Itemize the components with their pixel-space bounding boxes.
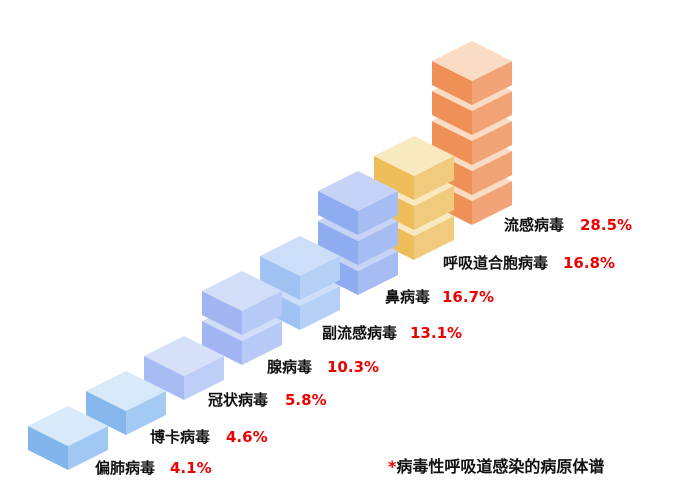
cube-face	[68, 426, 108, 470]
cube-face	[300, 256, 340, 300]
cube-face	[358, 191, 398, 235]
cube-face	[432, 91, 472, 135]
cube-face	[318, 191, 358, 235]
cube-face	[202, 271, 282, 311]
cube-face	[144, 336, 224, 376]
cube-stack	[86, 371, 166, 435]
series-value-label: 28.5%	[580, 216, 633, 234]
cube-face	[260, 256, 300, 300]
cube-face	[86, 371, 166, 411]
cube-face	[242, 321, 282, 365]
cube-face	[414, 186, 454, 230]
cube-face	[414, 156, 454, 200]
cube-face	[28, 406, 108, 446]
cube-face	[318, 171, 398, 211]
cube-face	[472, 181, 512, 225]
series-name-label: 流感病毒	[504, 216, 565, 234]
cube-face	[432, 41, 512, 81]
cube-face	[358, 251, 398, 295]
cube-face	[432, 61, 472, 105]
footnote-text: 病毒性呼吸道感染的病原体谱	[396, 457, 605, 476]
series-name-label: 博卡病毒	[150, 428, 211, 446]
cube-face	[242, 291, 282, 335]
cube-face	[300, 286, 340, 330]
cube-face	[144, 356, 184, 400]
cube-face	[318, 221, 358, 265]
cube-face	[86, 391, 126, 435]
chart-footnote: *病毒性呼吸道感染的病原体谱	[388, 456, 604, 478]
series-name-label: 呼吸道合胞病毒	[443, 254, 549, 272]
cube-face	[472, 121, 512, 165]
cube-stack	[202, 271, 282, 365]
cube-face	[28, 426, 68, 470]
cube-stack	[432, 41, 512, 225]
series-name-label: 鼻病毒	[385, 288, 431, 306]
cube-face	[472, 151, 512, 195]
series-value-label: 4.6%	[226, 428, 268, 446]
series-value-label: 5.8%	[285, 391, 327, 409]
series-name-label: 腺病毒	[267, 358, 313, 376]
cube-face	[358, 221, 398, 265]
series-name-label: 冠状病毒	[208, 391, 269, 409]
series-value-label: 4.1%	[170, 459, 212, 477]
cube-face	[260, 236, 340, 276]
series-name-label: 偏肺病毒	[95, 459, 156, 477]
cube-face	[126, 391, 166, 435]
series-value-label: 16.8%	[563, 254, 616, 272]
cube-face	[202, 321, 242, 365]
cube-face	[184, 356, 224, 400]
cube-stack	[144, 336, 224, 400]
series-value-label: 13.1%	[410, 324, 463, 342]
cube-face	[374, 156, 414, 200]
cube-face	[202, 291, 242, 335]
series-value-label: 16.7%	[442, 288, 495, 306]
footnote-asterisk-icon: *	[388, 457, 397, 476]
cube-face	[472, 91, 512, 135]
series-name-label: 副流感病毒	[322, 324, 398, 342]
cube-face	[374, 136, 454, 176]
cube-face	[472, 61, 512, 105]
cube-face	[414, 216, 454, 260]
cube-stack	[28, 406, 108, 470]
cube-face	[432, 121, 472, 165]
series-value-label: 10.3%	[327, 358, 380, 376]
